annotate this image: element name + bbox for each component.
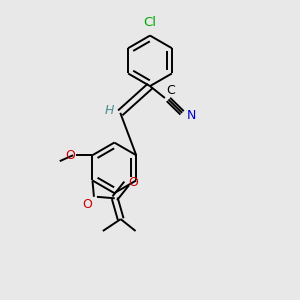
Text: O: O [82, 198, 92, 211]
Text: H: H [104, 104, 114, 117]
Text: C: C [166, 83, 175, 97]
Text: O: O [65, 149, 75, 162]
Text: Cl: Cl [143, 16, 157, 29]
Text: N: N [187, 109, 196, 122]
Text: O: O [128, 176, 138, 189]
